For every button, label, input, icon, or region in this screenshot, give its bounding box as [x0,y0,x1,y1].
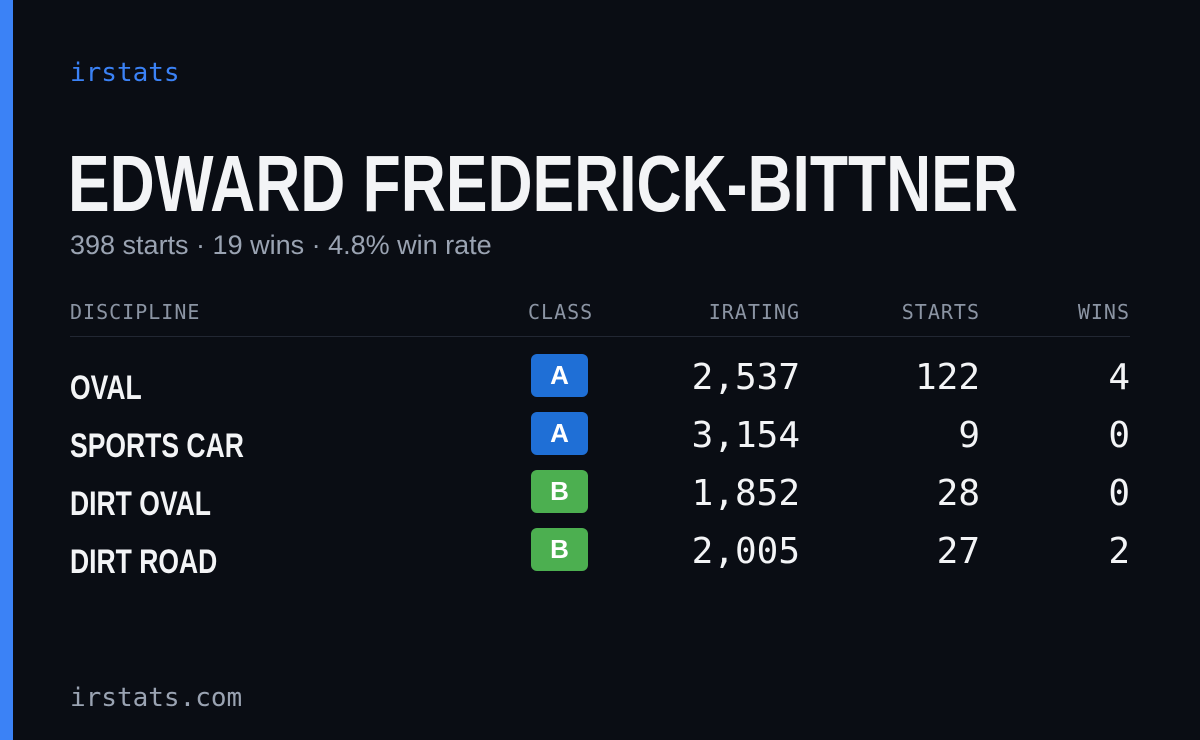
discipline-name: OVAL [70,369,142,407]
brand-logo: irstats [70,58,180,88]
header-starts: STARTS [901,300,980,324]
table-row: DIRT ROAD B 2,005 27 2 [70,528,1130,586]
starts-value: 27 [936,531,980,572]
wins-value: 0 [1108,473,1130,514]
class-badge: A [531,412,588,455]
accent-bar [0,0,13,740]
table-row: OVAL A 2,537 122 4 [70,354,1130,412]
discipline-name: DIRT OVAL [70,485,211,523]
table-row: SPORTS CAR A 3,154 9 0 [70,412,1130,470]
footer-url: irstats.com [70,683,243,713]
class-badge: B [531,470,588,513]
irating-value: 1,852 [691,473,800,514]
wins-value: 2 [1108,531,1130,572]
discipline-table: DISCIPLINE CLASS IRATING STARTS WINS OVA… [70,296,1130,586]
wins-value: 4 [1108,357,1130,398]
table-row: DIRT OVAL B 1,852 28 0 [70,470,1130,528]
driver-name: EDWARD FREDERICK-BITTNER [68,139,1018,228]
discipline-name: DIRT ROAD [70,543,218,581]
class-badge: A [531,354,588,397]
starts-value: 122 [914,357,980,398]
table-header: DISCIPLINE CLASS IRATING STARTS WINS [70,296,1130,337]
header-discipline: DISCIPLINE [70,300,201,324]
starts-value: 9 [958,415,980,456]
wins-value: 0 [1108,415,1130,456]
starts-value: 28 [936,473,980,514]
irating-value: 2,537 [691,357,800,398]
header-wins: WINS [1077,300,1130,324]
header-class: CLASS [528,300,594,324]
discipline-name: SPORTS CAR [70,427,244,465]
driver-summary: 398 starts · 19 wins · 4.8% win rate [70,230,492,260]
header-irating: IRATING [708,300,800,324]
table-body: OVAL A 2,537 122 4 SPORTS CAR A 3,154 9 … [70,354,1130,586]
irating-value: 2,005 [691,531,800,572]
irating-value: 3,154 [691,415,800,456]
class-badge: B [531,528,588,571]
